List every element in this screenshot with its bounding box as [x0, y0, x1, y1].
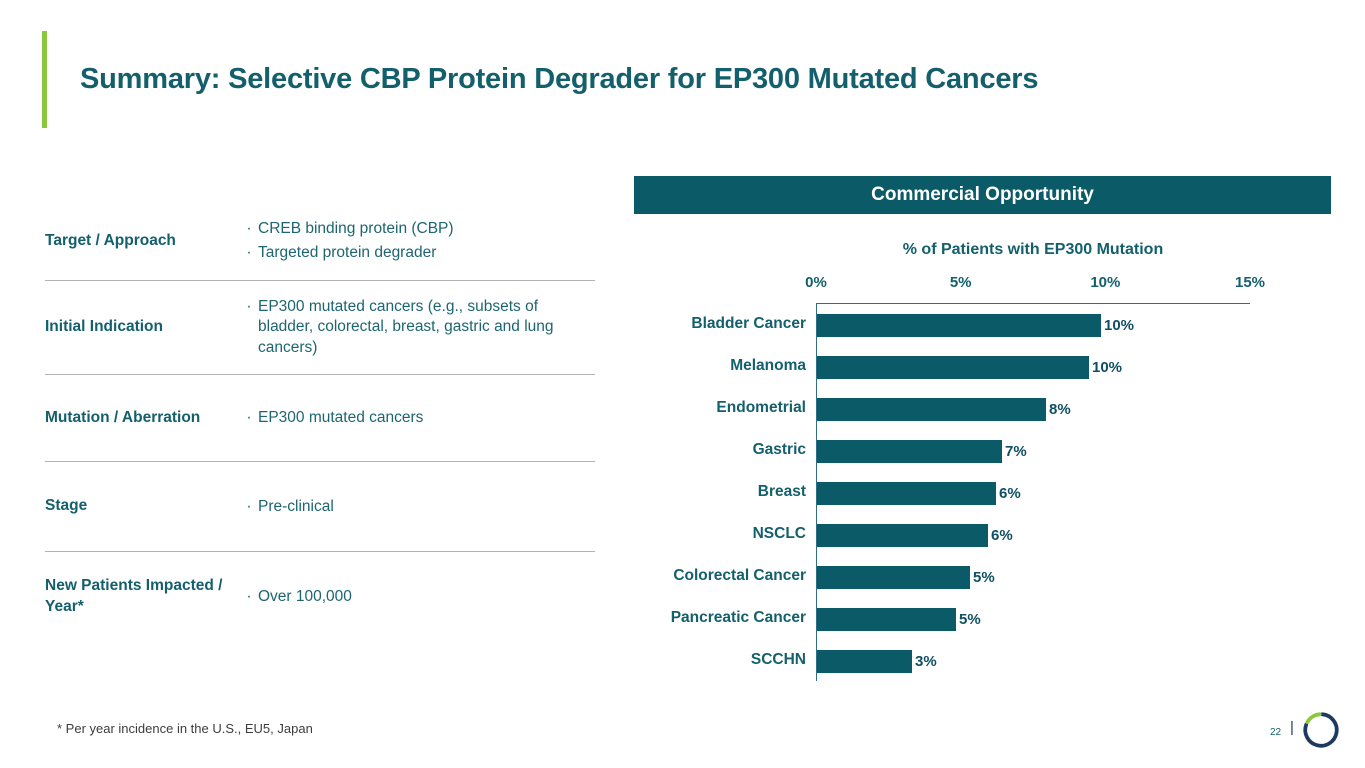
bullet-dot: ·	[246, 297, 252, 315]
bar-row: 5%	[817, 598, 1250, 640]
bar-value-label: 7%	[1005, 442, 1027, 460]
bullet-item: · EP300 mutated cancers (e.g., subsets of…	[240, 297, 595, 358]
bar-value-label: 8%	[1049, 400, 1071, 418]
axis-tick-label: 10%	[1090, 274, 1121, 291]
spec-table: Target / Approach · CREB binding protein (…	[45, 203, 595, 642]
bullet-text: Pre-clinical	[258, 497, 334, 515]
bullet-text: EP300 mutated cancers (e.g., subsets of …	[258, 297, 554, 356]
category-label: Pancreatic Cancer	[670, 609, 806, 626]
bar	[817, 649, 912, 673]
chart-title: % of Patients with EP300 Mutation	[902, 241, 1164, 258]
bullet-dot: ·	[246, 244, 252, 262]
bar-value-label: 6%	[991, 526, 1013, 544]
bullet-item: · Targeted protein degrader	[240, 243, 595, 263]
axis-tick-label: 15%	[1234, 274, 1266, 291]
bullet-text: CREB binding protein (CBP)	[258, 220, 454, 237]
axis-tick-label: 0%	[805, 274, 827, 291]
axis-tick-label: 5%	[949, 274, 972, 291]
chart-category-labels: Bladder Cancer Melanoma Endometrial Gastric…	[634, 303, 806, 681]
footer-separator: |	[1290, 719, 1294, 736]
row-label: New Patients Impacted / Year*	[45, 577, 223, 616]
chart-x-axis: 0% 5% 10% 15%	[805, 274, 1265, 294]
table-row: New Patients Impacted / Year* · Over 100,0…	[45, 552, 595, 642]
row-label: Stage	[45, 497, 88, 515]
bullet-item: · CREB binding protein (CBP)	[240, 219, 595, 239]
bullet-dot: ·	[246, 409, 252, 427]
company-ring-logo-icon	[1303, 712, 1339, 748]
bar-value-label: 5%	[973, 568, 995, 586]
bar-value-label: 6%	[999, 484, 1021, 502]
row-values: · EP300 mutated cancers (e.g., subsets of…	[240, 281, 595, 374]
bar-value-label: 5%	[959, 610, 981, 628]
bullet-text: Targeted protein degrader	[258, 244, 437, 262]
bar-value-label: 10%	[1104, 316, 1135, 334]
page-number: 22	[1270, 727, 1282, 738]
bullet-dot: ·	[246, 497, 252, 515]
bar-row: 8%	[817, 388, 1250, 430]
bar-row: 6%	[817, 472, 1250, 514]
bullet-item: · EP300 mutated cancers	[240, 408, 595, 428]
bar-row: 10%	[817, 346, 1250, 388]
bar	[817, 397, 1046, 421]
bullet-item: · Pre-clinical	[240, 497, 595, 517]
bar	[817, 523, 988, 547]
bar-row: 7%	[817, 430, 1250, 472]
bar	[817, 355, 1089, 379]
bar	[817, 565, 970, 589]
row-label: Initial Indication	[45, 318, 163, 336]
category-label: Endometrial	[716, 399, 806, 416]
bullet-dot: ·	[246, 588, 252, 606]
row-values: · EP300 mutated cancers	[240, 392, 595, 444]
row-values: · Pre-clinical	[240, 481, 595, 533]
commercial-opportunity-header: Commercial Opportunity	[634, 176, 1331, 214]
bullet-item: · Over 100,000	[240, 587, 595, 607]
bar-value-label: 3%	[915, 652, 937, 670]
bar-row: 6%	[817, 514, 1250, 556]
bullet-text: EP300 mutated cancers	[258, 409, 424, 427]
category-label: Bladder Cancer	[691, 315, 806, 332]
bar-row: 5%	[817, 556, 1250, 598]
row-label: Target / Approach	[45, 231, 176, 249]
chart-plot-area: 10% 10% 8% 7% 6% 6% 5% 5% 3%	[816, 303, 1250, 681]
bullet-dot: ·	[246, 220, 252, 237]
bullet-text: Over 100,000	[258, 588, 352, 606]
category-label: Gastric	[752, 441, 806, 458]
bar-row: 3%	[817, 640, 1250, 682]
category-label: Breast	[757, 483, 806, 500]
category-label: Melanoma	[730, 357, 806, 374]
bar-value-label: 10%	[1092, 358, 1123, 376]
row-values: · CREB binding protein (CBP) · Targeted pro…	[240, 203, 595, 280]
page-title: Summary: Selective CBP Protein Degrader …	[80, 63, 1039, 95]
table-row: Stage · Pre-clinical	[45, 462, 595, 553]
table-row: Target / Approach · CREB binding protein (…	[45, 203, 595, 281]
table-row: Initial Indication · EP300 mutated cancers…	[45, 281, 595, 376]
bar	[817, 481, 996, 505]
title-accent-bar	[42, 31, 47, 128]
category-label: NSCLC	[752, 525, 806, 542]
bar	[817, 313, 1101, 337]
table-row: Mutation / Aberration · EP300 mutated canc…	[45, 375, 595, 463]
bar-row: 10%	[817, 304, 1250, 346]
row-label: Mutation / Aberration	[45, 408, 201, 426]
category-label: Colorectal Cancer	[673, 567, 806, 584]
bar	[817, 607, 956, 631]
category-label: SCCHN	[750, 651, 806, 668]
bar	[817, 439, 1002, 463]
row-values: · Over 100,000	[240, 571, 595, 623]
footnote: * Per year incidence in the U.S., EU5, J…	[57, 721, 313, 736]
